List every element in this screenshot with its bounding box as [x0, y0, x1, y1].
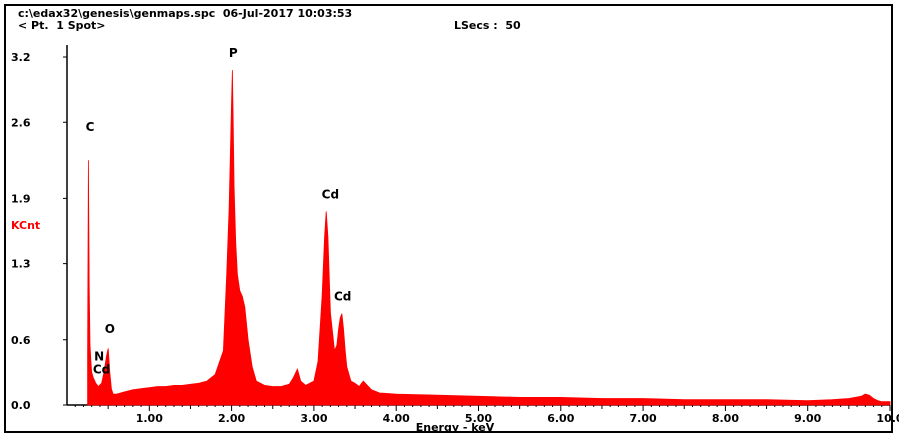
peak-label-n: N: [94, 349, 104, 363]
x-tick-label: 4.00: [383, 412, 410, 425]
x-tick-label: 10.0: [876, 412, 899, 425]
y-axis-label: KCnt: [11, 219, 40, 232]
spot-info-text: < Pt. 1 Spot>: [18, 19, 106, 32]
peak-label-cd: Cd: [322, 187, 339, 201]
y-axis: 0.0 0.6 1.3 1.9 2.6 3.2: [11, 45, 68, 412]
x-tick-label: 9.00: [794, 412, 821, 425]
peak-label-cd: Cd: [334, 290, 351, 304]
spectrum-area: [87, 70, 891, 406]
y-tick-label: 1.9: [11, 192, 31, 205]
x-tick-label: 3.00: [300, 412, 327, 425]
y-tick-label: 0.0: [11, 399, 31, 412]
x-tick-label: 5.00: [465, 412, 492, 425]
lsecs-text: LSecs : 50: [454, 19, 521, 32]
x-tick-label: 6.00: [547, 412, 574, 425]
x-tick-label: 8.00: [712, 412, 739, 425]
peak-label-c: C: [86, 120, 95, 134]
file-info-text: c:\edax32\genesis\genmaps.spc 06-Jul-201…: [18, 7, 353, 20]
spectrum-window: [4, 4, 893, 433]
spectrum-series: [87, 70, 891, 406]
y-tick-label: 3.2: [11, 51, 31, 64]
x-axis-label: Energy - keV: [416, 421, 495, 434]
x-tick-label: 7.00: [630, 412, 657, 425]
peak-label-cd: Cd: [93, 362, 110, 376]
y-tick-label: 0.6: [11, 334, 31, 347]
y-tick-label: 1.3: [11, 258, 31, 271]
x-tick-label: 2.00: [218, 412, 245, 425]
y-tick-label: 2.6: [11, 116, 31, 129]
x-tick-label: 1.00: [136, 412, 163, 425]
peak-label-o: O: [105, 322, 115, 336]
peak-label-p: P: [229, 46, 238, 60]
